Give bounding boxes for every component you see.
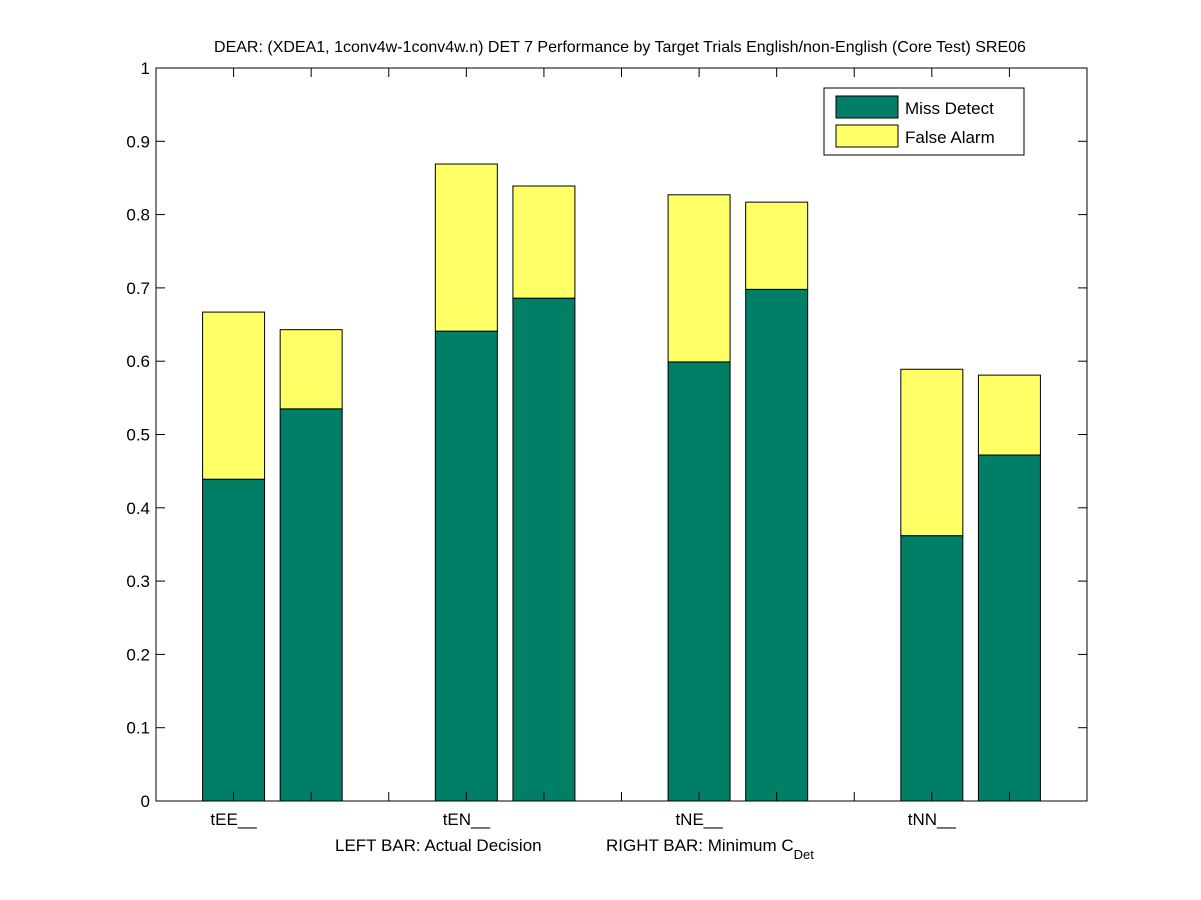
legend-label-miss-detect: Miss Detect: [905, 99, 994, 118]
bar-group-tNE-minimum: [745, 201, 809, 802]
x-tick-labels: tEE__ tEN__ tNE__ tNN__: [210, 810, 956, 829]
bar-group-tNN-actual: [900, 368, 964, 802]
bar-false-alarm: [667, 194, 731, 363]
y-tick-label: 0.9: [126, 132, 150, 151]
bar-group-tNE-actual: [667, 194, 731, 802]
bar-miss-detect: [745, 288, 809, 802]
y-tick-label: 0: [141, 792, 150, 811]
legend: Miss Detect False Alarm: [823, 87, 1025, 156]
bar-miss-detect: [202, 478, 266, 802]
bar-group-tNN-minimum: [977, 374, 1041, 802]
legend-swatch-miss-detect: [835, 95, 899, 119]
bar-miss-detect: [434, 330, 498, 802]
y-tick-label: 0.5: [126, 426, 150, 445]
plot-area: [155, 67, 1088, 802]
bar-miss-detect: [900, 535, 964, 802]
x-tick-label: tEN__: [443, 810, 491, 829]
bar-group-tEE-actual: [202, 311, 266, 802]
plot-frame: [155, 67, 1088, 802]
y-tick-label: 0.2: [126, 645, 150, 664]
y-tick-label: 0.6: [126, 352, 150, 371]
bar-false-alarm: [512, 185, 576, 299]
bars: [202, 163, 1041, 802]
bar-miss-detect: [279, 408, 343, 802]
bar-false-alarm: [279, 329, 343, 410]
x-label-right-main: RIGHT BAR: Minimum C: [606, 836, 794, 855]
y-tick-label: 0.8: [126, 206, 150, 225]
x-tick-label: tEE__: [210, 810, 257, 829]
y-tick-label: 0.4: [126, 499, 150, 518]
bar-false-alarm: [977, 374, 1041, 456]
y-tick-label: 0.7: [126, 279, 150, 298]
y-tick-label: 1: [141, 59, 150, 78]
bar-false-alarm: [202, 311, 266, 480]
bar-group-tEN-actual: [434, 163, 498, 802]
x-label-right: RIGHT BAR: Minimum CDet: [606, 836, 814, 862]
bar-miss-detect: [512, 297, 576, 802]
x-label-right-subscript: Det: [794, 847, 815, 862]
x-tick-label: tNE__: [675, 810, 723, 829]
legend-label-false-alarm: False Alarm: [905, 128, 995, 147]
bar-false-alarm: [434, 163, 498, 332]
bar-group-tEN-minimum: [512, 185, 576, 802]
y-tick-label: 0.3: [126, 572, 150, 591]
bar-miss-detect: [977, 454, 1041, 802]
bar-miss-detect: [667, 361, 731, 802]
chart-title: DEAR: (XDEA1, 1conv4w-1conv4w.n) DET 7 P…: [214, 39, 1026, 56]
y-tick-label: 0.1: [126, 719, 150, 738]
y-tick-labels: 0 0.1 0.2 0.3 0.4 0.5 0.6 0.7 0.8 0.9 1: [126, 59, 150, 811]
bar-false-alarm: [900, 368, 964, 537]
x-tick-label: tNN__: [908, 810, 957, 829]
legend-swatch-false-alarm: [835, 124, 899, 148]
x-label-left: LEFT BAR: Actual Decision: [335, 836, 542, 855]
bar-false-alarm: [745, 201, 809, 290]
bar-group-tEE-minimum: [279, 329, 343, 802]
